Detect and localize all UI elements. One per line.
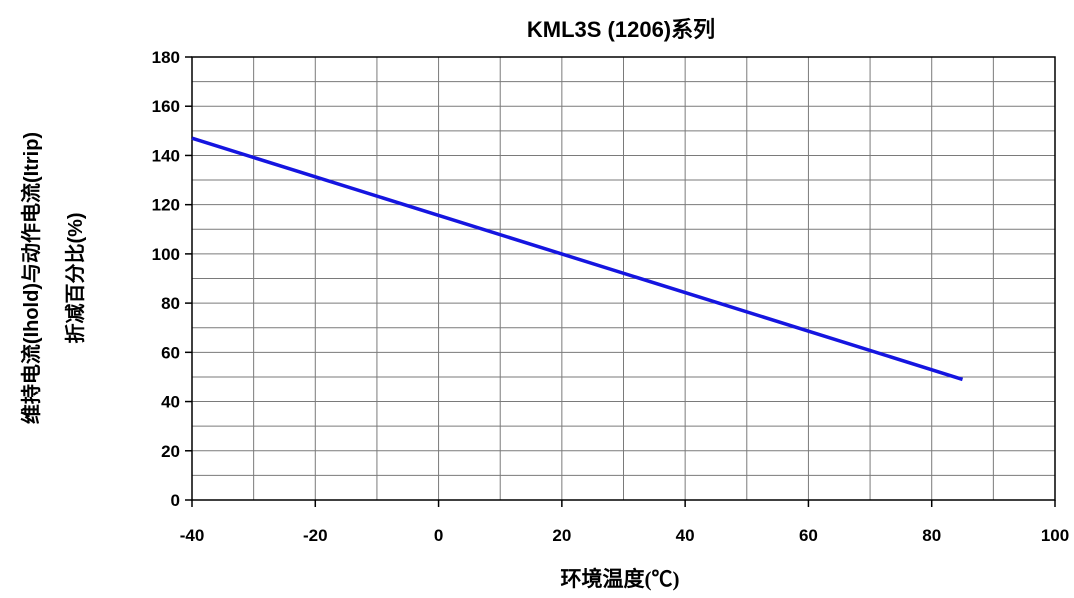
x-tick-label: 80 xyxy=(922,526,941,545)
y-axis-label-line-1: 维持电流(Ihold)与动作电流(Itrip) xyxy=(19,132,43,424)
x-axis-ticks: -40 -20 0 20 40 60 80 100 xyxy=(180,500,1069,545)
y-tick-label: 100 xyxy=(152,245,180,264)
series-layer xyxy=(191,136,964,382)
y-tick-label: 40 xyxy=(161,393,180,412)
x-tick-label: 20 xyxy=(552,526,571,545)
y-tick-label: 180 xyxy=(152,48,180,67)
y-axis-label: 维持电流(Ihold)与动作电流(Itrip) 折减百分比(%) xyxy=(19,132,87,424)
series-line xyxy=(191,136,964,382)
x-tick-label: 100 xyxy=(1041,526,1069,545)
x-tick-label: 40 xyxy=(676,526,695,545)
chart-title: KML3S (1206)系列 xyxy=(527,17,715,42)
y-axis-label-line-2: 折减百分比(%) xyxy=(63,212,87,343)
grid xyxy=(191,56,1056,501)
y-tick-label: 140 xyxy=(152,146,180,165)
y-tick-label: 60 xyxy=(161,343,180,362)
y-tick-label: 160 xyxy=(152,97,180,116)
y-tick-label: 0 xyxy=(171,491,180,510)
y-axis-ticks: 0 20 40 60 80 100 120 140 160 180 xyxy=(152,48,192,510)
plot-frame xyxy=(191,56,1056,501)
y-tick-label: 120 xyxy=(152,196,180,215)
y-tick-label: 20 xyxy=(161,442,180,461)
x-tick-label: 60 xyxy=(799,526,818,545)
x-tick-label: -20 xyxy=(303,526,328,545)
x-tick-label: 0 xyxy=(434,526,443,545)
y-tick-label: 80 xyxy=(161,294,180,313)
x-tick-label: -40 xyxy=(180,526,205,545)
x-axis-label: 环境温度(℃) xyxy=(561,567,680,591)
